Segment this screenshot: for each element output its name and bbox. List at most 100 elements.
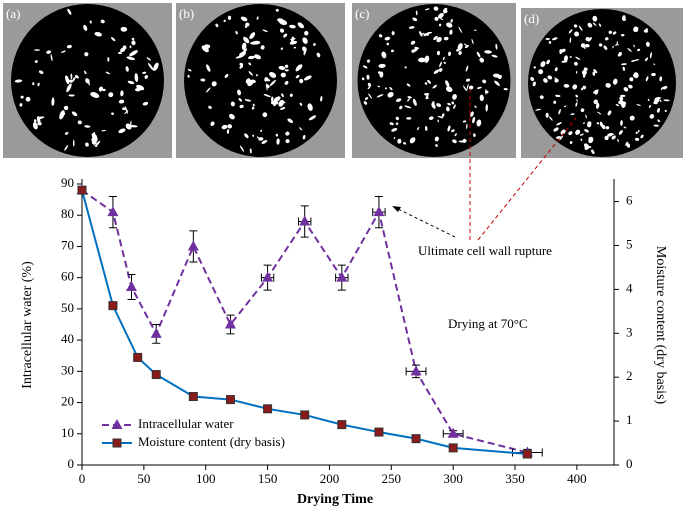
cell-wall	[378, 63, 386, 68]
cell-wall	[454, 133, 457, 137]
cell-wall	[597, 111, 602, 115]
cell-wall	[285, 139, 290, 144]
cell-wall	[476, 51, 481, 58]
cell-wall	[443, 10, 448, 14]
y-tick-label: 40	[61, 331, 74, 346]
cell-wall	[424, 126, 428, 131]
legend-marker	[111, 419, 123, 429]
y2-tick-label: 4	[626, 280, 633, 295]
cell-wall	[33, 119, 37, 123]
cell-wall	[303, 47, 307, 56]
cell-wall	[284, 69, 289, 72]
cell-wall	[482, 79, 487, 84]
cell-wall	[438, 12, 444, 19]
cell-wall	[441, 113, 445, 118]
cell-wall	[98, 86, 103, 92]
cell-wall	[363, 101, 368, 105]
cell-wall	[432, 84, 438, 89]
y2-tick-label: 0	[626, 456, 633, 471]
cell-wall	[633, 44, 635, 48]
cell-wall	[553, 127, 559, 132]
x-tick-label: 200	[320, 471, 340, 486]
marker	[262, 271, 274, 282]
cell-wall	[464, 44, 469, 49]
cell-wall	[575, 56, 581, 60]
marker	[133, 352, 143, 362]
micrographs: (a) (b) (c) (d)	[3, 3, 683, 158]
marker	[225, 395, 235, 405]
cell-wall	[621, 63, 627, 66]
cell-wall	[593, 69, 598, 74]
cell-wall	[662, 85, 668, 90]
cell-wall	[67, 8, 72, 15]
cell-wall	[84, 125, 91, 128]
cell-wall	[281, 93, 284, 98]
cell-wall	[479, 94, 484, 102]
legend-marker	[112, 438, 122, 448]
cell-wall	[120, 26, 128, 32]
cell-wall	[554, 78, 559, 83]
y2-tick-label: 6	[626, 193, 633, 208]
cell-wall	[131, 37, 135, 41]
cell-wall	[77, 120, 82, 125]
cell-wall	[637, 48, 641, 52]
panel-label: (a)	[6, 6, 20, 21]
cell-wall	[94, 140, 101, 147]
cell-wall	[381, 51, 387, 59]
cell-wall	[258, 137, 264, 141]
cell-wall	[427, 79, 431, 84]
cell-wall	[90, 92, 100, 98]
cell-wall	[407, 96, 412, 99]
cell-wall	[20, 95, 24, 99]
cell-wall	[433, 35, 438, 41]
cell-wall	[593, 89, 599, 94]
cell-wall	[262, 29, 268, 32]
cell-wall	[570, 113, 575, 115]
cell-wall	[127, 80, 135, 85]
cell-wall	[414, 47, 418, 52]
cell-wall	[545, 112, 549, 118]
cell-wall	[68, 94, 75, 97]
cell-wall	[200, 78, 206, 82]
cell-wall	[289, 24, 296, 29]
cell-wall	[659, 76, 663, 82]
marker	[263, 404, 273, 414]
cell-wall	[635, 59, 639, 61]
y-tick-label: 0	[68, 456, 75, 471]
marker	[336, 271, 348, 282]
cell-wall	[582, 72, 586, 78]
cell-wall	[239, 104, 244, 109]
y-tick-label: 30	[61, 362, 74, 377]
cell-wall	[215, 23, 219, 28]
cell-wall	[111, 112, 114, 115]
cell-wall	[497, 74, 502, 80]
cell-wall	[262, 112, 268, 118]
cell-wall	[303, 75, 312, 81]
cell-wall	[458, 50, 462, 55]
cell-wall	[105, 71, 110, 75]
cell-wall	[297, 22, 304, 29]
cell-wall	[264, 77, 269, 82]
cell-wall	[607, 132, 613, 137]
cell-wall	[255, 74, 258, 77]
y-axis-label: Intracellular water (%)	[20, 261, 35, 389]
cell-wall	[276, 138, 280, 145]
cell-wall	[240, 16, 248, 22]
cell-wall	[384, 87, 387, 90]
cell-wall	[239, 145, 245, 152]
cell-wall	[620, 120, 623, 126]
cell-wall	[620, 101, 626, 108]
cell-wall	[619, 51, 622, 55]
annotation: Drying at 70°C	[448, 316, 528, 331]
cell-wall	[366, 59, 371, 63]
cell-wall	[569, 37, 572, 43]
cell-wall	[421, 32, 425, 35]
y2-axis-label: Moisture content (dry basis)	[653, 246, 668, 405]
cell-wall	[211, 81, 217, 87]
cell-wall	[102, 88, 106, 92]
cell-wall	[645, 76, 649, 82]
cell-wall	[108, 92, 114, 98]
cell-wall	[659, 99, 662, 103]
cell-wall	[656, 108, 661, 113]
cell-wall	[433, 6, 439, 11]
